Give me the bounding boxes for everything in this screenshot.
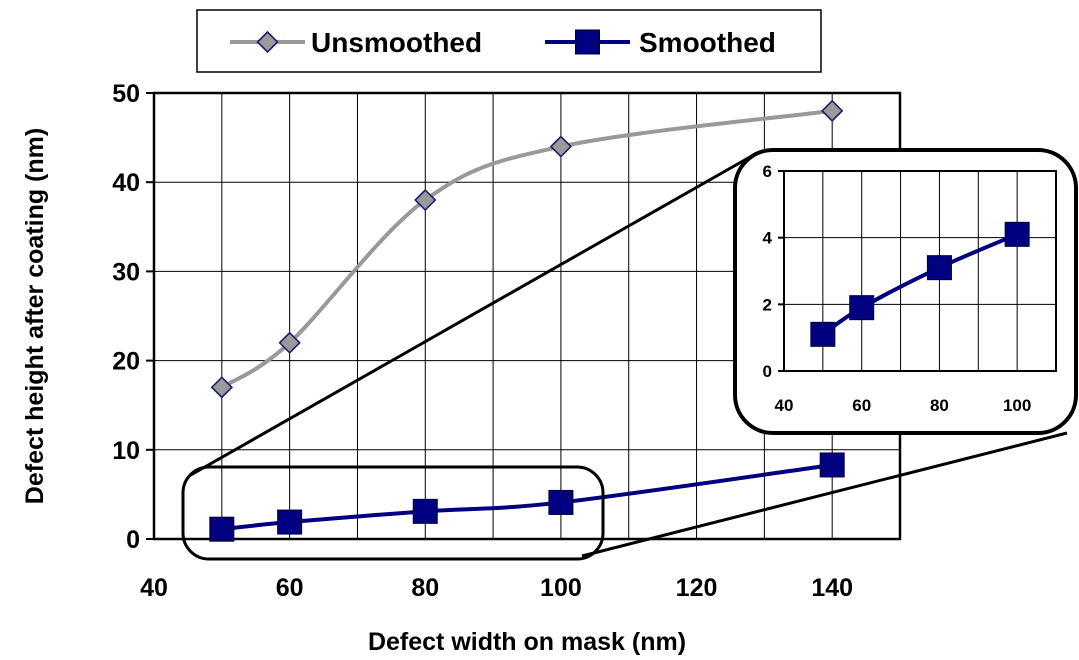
inset-y-tick-label: 4 — [763, 229, 773, 248]
inset-y-tick-label: 0 — [763, 362, 772, 381]
main-y-tick-label: 40 — [112, 169, 140, 197]
inset-plot-frame — [783, 170, 1057, 372]
zoom-indicator — [181, 151, 1068, 561]
data-point-unsmoothed — [278, 331, 301, 354]
data-point-smoothed — [548, 489, 574, 515]
data-point-smoothed — [209, 516, 235, 542]
main-y-tick-label: 0 — [126, 526, 140, 554]
legend-label-smoothed: Smoothed — [639, 27, 776, 58]
data-point-unsmoothed — [210, 376, 233, 399]
x-axis-title: Defect width on mask (nm) — [368, 628, 686, 656]
y-axis-title: Defect height after coating (nm) — [21, 128, 49, 504]
inset-data-point — [849, 295, 875, 321]
inset-y-tick-label: 2 — [763, 295, 772, 314]
inset-y-tick-label: 6 — [763, 162, 772, 181]
main-x-tick-label: 60 — [276, 574, 304, 602]
data-point-smoothed — [819, 452, 845, 478]
zoom-connector-top — [188, 151, 758, 478]
inset-x-tick-label: 60 — [852, 396, 871, 415]
main-x-tick-label: 120 — [676, 574, 718, 602]
zoom-connector-bottom — [581, 431, 1068, 558]
legend-marker-unsmoothed — [256, 30, 279, 54]
main-y-tick-label: 50 — [112, 80, 140, 108]
main-x-tick-label: 100 — [540, 574, 582, 602]
inset-x-tick-label: 100 — [1003, 396, 1031, 415]
inset-data-point — [810, 321, 836, 347]
data-point-unsmoothed — [821, 99, 844, 122]
legend-marker-smoothed — [575, 29, 600, 55]
legend: Unsmoothed Smoothed — [196, 9, 822, 73]
legend-label-unsmoothed: Unsmoothed — [311, 27, 482, 58]
main-y-tick-label: 10 — [112, 437, 140, 465]
inset-x-tick-label: 40 — [775, 396, 794, 415]
zoom-region-box — [181, 465, 605, 561]
data-point-unsmoothed — [549, 135, 573, 158]
main-y-tick-label: 30 — [112, 258, 140, 286]
main-y-tick-label: 20 — [112, 348, 140, 376]
main-x-tick-label: 80 — [411, 574, 439, 602]
data-point-smoothed — [277, 509, 303, 535]
inset-data-point — [926, 255, 952, 281]
inset-chart: 0 2 4 6 40 60 80 100 — [733, 148, 1078, 435]
data-point-smoothed — [412, 498, 438, 524]
main-x-tick-label: 40 — [140, 574, 168, 602]
inset-x-tick-label: 80 — [930, 396, 949, 415]
inset-series-line — [821, 232, 1018, 336]
main-x-tick-label: 140 — [811, 574, 853, 602]
data-point-unsmoothed — [414, 188, 437, 212]
inset-data-point — [1004, 221, 1030, 247]
